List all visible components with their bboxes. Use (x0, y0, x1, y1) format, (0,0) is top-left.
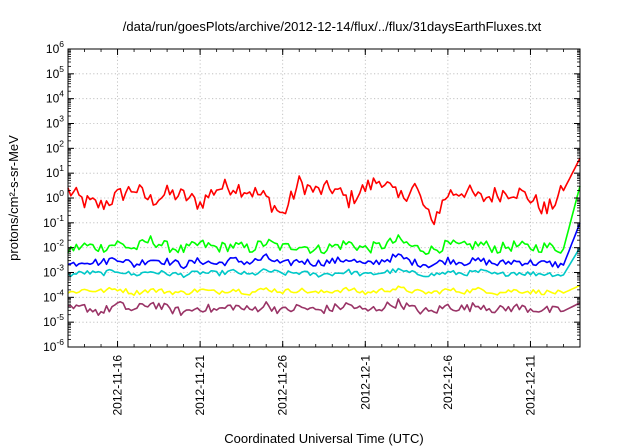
x-tick-label: 2012-12-11 (523, 355, 537, 416)
series-line (67, 298, 581, 317)
series-line (67, 185, 581, 255)
x-tick-label: 2012-12-1 (358, 355, 372, 410)
x-tick-label: 2012-11-21 (193, 355, 207, 416)
y-axis-label: protons/cm²-s-sr-MeV (6, 135, 21, 261)
chart-title: /data/run/goesPlots/archive/2012-12-14/f… (123, 19, 542, 34)
x-tick-label: 2012-11-16 (111, 355, 125, 416)
y-tick-labels: 10-6 10-5 10-4 10-3 10-2 10-1 100 101 102 103 104 1… (43, 39, 64, 354)
y-tick-label: 10-4 (43, 287, 64, 304)
y-tick-label: 105 (46, 64, 64, 81)
grid (68, 49, 580, 347)
ticks (67, 48, 581, 348)
y-tick-label: 10-2 (43, 238, 64, 255)
x-tick-labels: 2012-11-16 2012-11-21 2012-11-26 2012-12-1 2… (111, 355, 538, 416)
series-line (67, 247, 581, 279)
y-tick-label: 10-3 (43, 263, 64, 280)
y-tick-label: 103 (46, 114, 64, 131)
y-tick-label: 10-1 (43, 213, 64, 230)
series-layer (67, 157, 581, 317)
y-tick-label: 104 (46, 89, 64, 106)
y-tick-label: 10-5 (43, 312, 64, 329)
y-tick-label: 106 (46, 39, 64, 56)
series-line (67, 284, 581, 297)
x-axis-label: Coordinated Universal Time (UTC) (224, 431, 423, 446)
y-tick-label: 10-6 (43, 337, 64, 354)
y-tick-label: 100 (46, 188, 64, 205)
x-tick-label: 2012-12-6 (441, 355, 455, 410)
y-tick-label: 102 (46, 138, 64, 155)
x-tick-label: 2012-11-26 (276, 355, 290, 416)
series-line (67, 222, 581, 270)
y-tick-label: 101 (46, 163, 64, 180)
series-line (67, 157, 581, 226)
